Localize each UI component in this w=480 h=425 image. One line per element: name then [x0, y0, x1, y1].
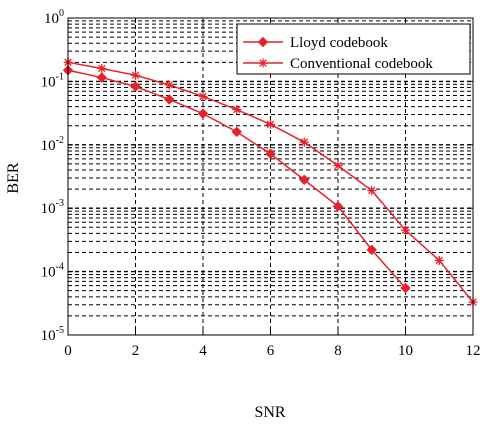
data-point-diamond: [164, 94, 175, 105]
x-tick-label: 6: [267, 343, 275, 359]
x-tick-label: 12: [466, 343, 480, 359]
data-point-diamond: [96, 72, 107, 83]
x-tick-label: 2: [132, 343, 140, 359]
legend-box: [236, 23, 471, 75]
data-point-star: [299, 137, 309, 147]
data-point-star: [232, 105, 242, 115]
x-tick-label: 10: [398, 343, 413, 359]
star-stroke: [199, 92, 207, 101]
data-point-diamond: [366, 244, 377, 256]
star-stroke: [232, 105, 241, 114]
star-stroke: [401, 226, 410, 234]
star-stroke: [266, 120, 275, 129]
legend: Lloyd codebook Conventional codebook: [236, 23, 471, 75]
data-point-diamond: [299, 174, 310, 186]
data-point-diamond: [400, 282, 411, 294]
data-point-diamond: [130, 81, 141, 92]
y-axis-label: BER: [5, 162, 22, 193]
data-point-star: [367, 186, 377, 196]
legend-label: Lloyd codebook: [290, 35, 388, 51]
data-point-diamond: [257, 36, 269, 48]
data-point-star: [333, 161, 343, 171]
data-point-star: [266, 119, 275, 129]
data-point-star: [434, 255, 444, 265]
data-point-diamond: [231, 126, 242, 138]
data-point-star: [164, 80, 174, 90]
x-tick-label: 4: [199, 343, 207, 359]
star-stroke: [131, 71, 140, 80]
star-stroke: [259, 59, 267, 67]
series-1: [62, 65, 411, 294]
data-point-diamond: [197, 108, 209, 119]
series-layer: [62, 57, 478, 307]
star-stroke: [97, 64, 106, 73]
x-tick-label: 8: [334, 343, 342, 359]
series-2: [63, 57, 478, 307]
star-stroke: [165, 81, 174, 89]
data-point-star: [198, 91, 208, 101]
x-tick-label: 0: [64, 343, 72, 359]
star-stroke: [334, 161, 342, 170]
data-point-star: [131, 70, 140, 80]
data-point-star: [401, 225, 410, 235]
x-axis-label: SNR: [254, 404, 285, 421]
data-point-star: [97, 63, 107, 73]
data-point-star: [258, 58, 268, 68]
star-stroke: [435, 256, 444, 265]
star-stroke: [300, 138, 309, 146]
legend-label: Conventional codebook: [290, 56, 433, 72]
data-point-diamond: [332, 201, 344, 212]
data-point-diamond: [265, 148, 276, 160]
star-stroke: [367, 186, 376, 195]
